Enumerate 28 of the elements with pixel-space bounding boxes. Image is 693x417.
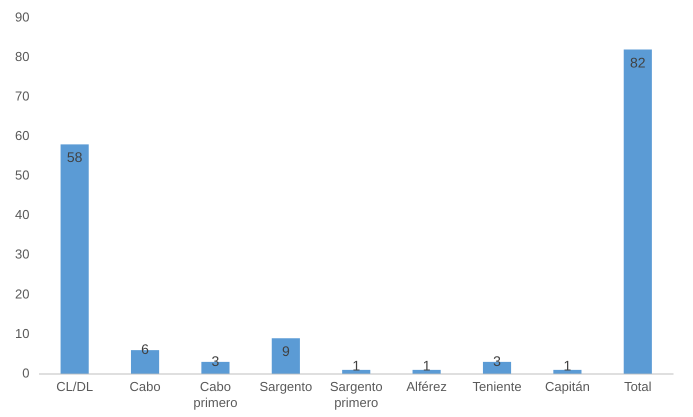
data-label: 1 [422, 358, 431, 374]
bar [60, 144, 89, 374]
x-tick-label: Sargento primero [330, 379, 383, 410]
bar [272, 338, 300, 374]
x-tick-label: CL/DL [56, 379, 94, 394]
y-tick-label: 80 [14, 48, 30, 64]
y-tick-label: 90 [14, 9, 30, 24]
data-label: 58 [66, 149, 83, 166]
data-label: 9 [282, 343, 290, 360]
x-tick-label: Sargento [259, 379, 312, 394]
y-tick-label: 70 [14, 88, 30, 104]
y-tick-label: 30 [14, 246, 30, 262]
y-tick-label: 20 [14, 286, 30, 302]
y-tick-label: 50 [14, 168, 30, 183]
y-tick-label: 10 [14, 326, 30, 341]
y-tick-label: 40 [14, 207, 30, 222]
x-tick-label: Alférez [406, 379, 447, 394]
x-tick-label: Total [624, 379, 652, 394]
x-tick-label: Teniente [472, 379, 522, 394]
data-label: 82 [630, 54, 646, 70]
bar [624, 49, 652, 374]
data-label: 1 [352, 358, 360, 374]
x-tick-label: Cabo primero [193, 379, 238, 410]
y-tick-label: 0 [22, 365, 30, 380]
x-tick-label: Cabo [130, 379, 161, 394]
y-tick-label: 60 [14, 128, 30, 144]
x-tick-label: Capitán [545, 379, 590, 394]
data-label: 1 [564, 358, 572, 374]
